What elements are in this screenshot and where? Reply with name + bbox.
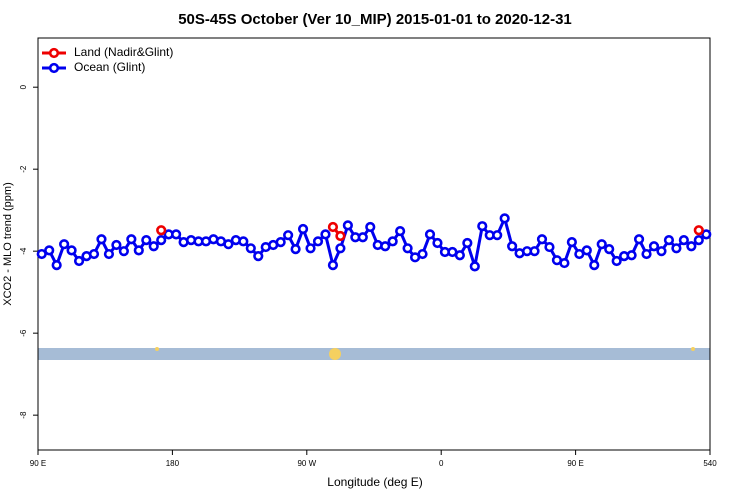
point — [148, 241, 159, 252]
point — [417, 248, 428, 260]
point — [574, 248, 585, 260]
point — [36, 248, 47, 260]
point — [103, 248, 115, 260]
point — [320, 229, 331, 240]
point — [133, 245, 144, 256]
point — [335, 243, 346, 254]
land-mask-band — [38, 348, 710, 360]
point — [611, 255, 622, 267]
plot-frame — [37, 37, 711, 451]
point — [469, 261, 480, 272]
point — [305, 243, 316, 254]
point — [96, 234, 107, 245]
point — [73, 255, 85, 267]
point — [656, 246, 667, 257]
point — [238, 236, 249, 247]
legend-marker — [48, 47, 60, 59]
y-axis-label: XCO2 - MLO trend (ppm) — [2, 182, 14, 305]
chart-title: 50S-45S October (Ver 10_MIP) 2015-01-01 … — [178, 11, 572, 28]
point — [156, 225, 167, 236]
x-tick-label: 540 — [703, 459, 717, 468]
point — [566, 237, 577, 248]
land-patch — [691, 347, 695, 351]
point — [686, 241, 697, 252]
point — [365, 221, 376, 233]
legend-marker — [48, 62, 60, 74]
point — [402, 243, 413, 254]
point — [88, 248, 100, 260]
point — [111, 239, 122, 251]
point — [253, 250, 264, 262]
land-patch — [329, 348, 341, 360]
point — [245, 243, 256, 254]
point — [544, 241, 555, 253]
point — [327, 221, 339, 233]
y-tick-label: -4 — [19, 247, 28, 255]
point — [454, 250, 465, 261]
legend-label: Land (Nadir&Glint) — [74, 45, 173, 59]
point — [559, 257, 570, 269]
point — [671, 243, 682, 254]
point — [581, 245, 592, 256]
point — [395, 225, 406, 237]
x-axis-label: Longitude (deg E) — [327, 475, 422, 489]
point — [335, 230, 346, 242]
point — [342, 220, 353, 231]
point — [477, 221, 488, 232]
point — [492, 230, 503, 241]
point — [693, 225, 704, 236]
point — [66, 245, 77, 256]
point — [424, 229, 436, 240]
point — [432, 237, 443, 249]
point — [283, 230, 294, 241]
land-patch — [155, 347, 159, 351]
point — [648, 241, 660, 252]
point — [297, 223, 309, 235]
point — [223, 239, 234, 250]
point — [507, 241, 518, 252]
point — [641, 248, 652, 260]
point — [663, 235, 675, 246]
point — [357, 232, 368, 243]
x-tick-label: 90 E — [567, 459, 583, 468]
point — [633, 234, 645, 245]
y-tick-label: -2 — [19, 165, 28, 173]
point — [44, 245, 55, 256]
point — [312, 236, 324, 247]
point — [604, 244, 615, 255]
point — [327, 260, 339, 271]
point — [536, 234, 548, 245]
point — [499, 213, 510, 224]
point — [118, 246, 129, 257]
y-tick-label: -6 — [19, 329, 28, 337]
point — [693, 235, 704, 246]
point — [141, 235, 152, 246]
point — [59, 239, 70, 250]
point — [290, 244, 301, 255]
point — [156, 235, 167, 246]
legend-label: Ocean (Glint) — [74, 60, 145, 74]
point — [678, 235, 689, 246]
point — [596, 239, 607, 250]
point — [589, 260, 600, 271]
point — [529, 246, 540, 257]
point — [275, 237, 286, 248]
point — [126, 234, 137, 245]
point — [380, 241, 391, 252]
x-tick-label: 90 E — [30, 459, 46, 468]
point — [462, 237, 473, 249]
point — [51, 260, 62, 271]
y-tick-label: -8 — [19, 411, 28, 419]
x-tick-label: 180 — [166, 459, 180, 468]
point — [701, 229, 712, 240]
point — [626, 250, 637, 261]
x-tick-label: 90 W — [297, 459, 316, 468]
x-tick-label: 0 — [439, 459, 444, 468]
point — [387, 236, 398, 247]
point — [171, 229, 182, 240]
y-tick-label: 0 — [19, 84, 28, 89]
